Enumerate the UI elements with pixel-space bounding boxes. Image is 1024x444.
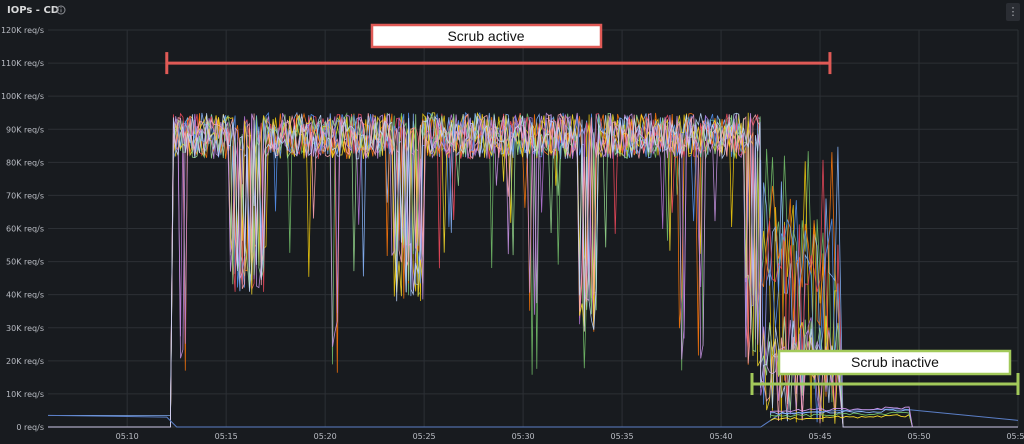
series-line xyxy=(48,112,1018,428)
y-tick-label: 0 req/s xyxy=(16,423,44,432)
y-tick-label: 70K req/s xyxy=(6,191,44,200)
panel-title: IOPs - CD xyxy=(7,5,60,16)
series-line xyxy=(48,113,1018,428)
info-circle-icon[interactable] xyxy=(56,5,66,15)
x-tick-label: 05:50 xyxy=(907,432,930,441)
x-tick-label: 05:10 xyxy=(116,432,139,441)
y-tick-label: 110K req/s xyxy=(1,59,44,68)
y-tick-label: 100K req/s xyxy=(1,92,44,101)
x-tick-label: 05:30 xyxy=(512,432,535,441)
y-tick-label: 50K req/s xyxy=(6,258,44,267)
kebab-menu-icon: ⋮ xyxy=(1007,5,1019,18)
series-line xyxy=(770,406,913,428)
y-tick-label: 10K req/s xyxy=(6,390,44,399)
y-tick-label: 90K req/s xyxy=(6,125,44,134)
panel-header: IOPs - CD ⋮ xyxy=(0,0,1024,24)
panel-menu-button[interactable]: ⋮ xyxy=(1006,3,1020,21)
x-tick-label: 05:20 xyxy=(314,432,337,441)
series-line xyxy=(47,408,1019,428)
series-line xyxy=(770,409,913,428)
y-tick-label: 60K req/s xyxy=(6,225,44,234)
series-line xyxy=(770,411,913,428)
y-tick-label: 120K req/s xyxy=(1,26,44,35)
scrub-active-label-box xyxy=(370,23,603,49)
x-tick-label: 05:35 xyxy=(611,432,634,441)
y-tick-label: 40K req/s xyxy=(6,291,44,300)
x-tick-label: 05:40 xyxy=(710,432,733,441)
x-tick-label: 05:55 xyxy=(1006,432,1024,441)
scrub-active-label: Scrub active xyxy=(447,28,524,44)
x-tick-label: 05:15 xyxy=(215,432,238,441)
x-tick-label: 05:25 xyxy=(413,432,436,441)
y-tick-label: 30K req/s xyxy=(6,324,44,333)
scrub-inactive-label: Scrub inactive xyxy=(851,354,939,370)
series-line xyxy=(770,413,913,428)
x-tick-label: 05:45 xyxy=(809,432,832,441)
y-tick-label: 80K req/s xyxy=(6,158,44,167)
y-tick-label: 20K req/s xyxy=(6,357,44,366)
series-line xyxy=(48,112,1018,428)
scrub-inactive-label-box xyxy=(777,349,1012,376)
series-line xyxy=(48,113,1018,428)
